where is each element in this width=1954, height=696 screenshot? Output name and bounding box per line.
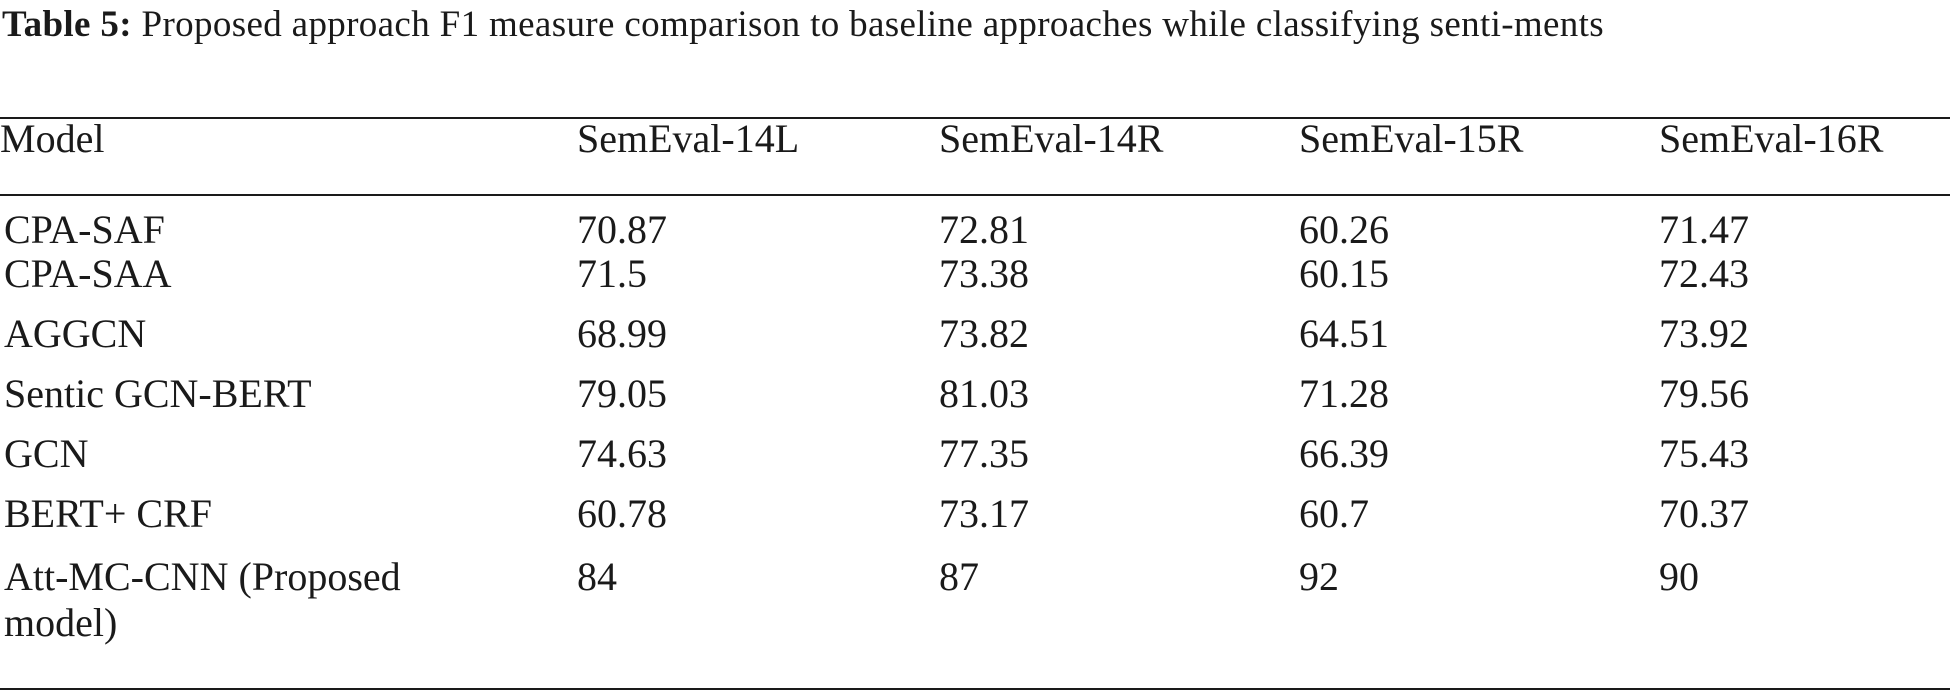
header-semeval-14r: SemEval-14R bbox=[939, 116, 1164, 161]
table-header-row: Model SemEval-14L SemEval-14R SemEval-15… bbox=[0, 119, 1950, 194]
model-name: AGGCN bbox=[4, 311, 147, 356]
score-semeval-14l: 71.5 bbox=[577, 251, 647, 296]
table-row: Sentic GCN-BERT 79.05 81.03 71.28 79.56 bbox=[0, 374, 1950, 434]
score-semeval-16r: 75.43 bbox=[1659, 431, 1749, 476]
header-semeval-16r: SemEval-16R bbox=[1659, 116, 1884, 161]
score-semeval-16r: 72.43 bbox=[1659, 251, 1749, 296]
score-semeval-16r: 90 bbox=[1659, 554, 1699, 599]
table-caption: Table 5: Proposed approach F1 measure co… bbox=[2, 2, 1947, 48]
score-semeval-16r: 70.37 bbox=[1659, 491, 1749, 536]
model-name: Att-MC-CNN (Proposed model) bbox=[4, 554, 401, 645]
table-row: GCN 74.63 77.35 66.39 75.43 bbox=[0, 434, 1950, 494]
score-semeval-15r: 71.28 bbox=[1299, 371, 1389, 416]
score-semeval-14r: 87 bbox=[939, 554, 979, 599]
score-semeval-14r: 72.81 bbox=[939, 207, 1029, 252]
score-semeval-14l: 60.78 bbox=[577, 491, 667, 536]
score-semeval-15r: 64.51 bbox=[1299, 311, 1389, 356]
model-name: GCN bbox=[4, 431, 89, 476]
score-semeval-14l: 79.05 bbox=[577, 371, 667, 416]
score-semeval-14r: 73.82 bbox=[939, 311, 1029, 356]
score-semeval-14l: 70.87 bbox=[577, 207, 667, 252]
results-table: Model SemEval-14L SemEval-14R SemEval-15… bbox=[0, 119, 1950, 680]
header-model: Model bbox=[0, 116, 105, 161]
table-row: AGGCN 68.99 73.82 64.51 73.92 bbox=[0, 314, 1950, 374]
score-semeval-15r: 60.7 bbox=[1299, 491, 1369, 536]
score-semeval-16r: 79.56 bbox=[1659, 371, 1749, 416]
score-semeval-14r: 73.38 bbox=[939, 251, 1029, 296]
caption-text: Proposed approach F1 measure comparison … bbox=[141, 4, 1605, 45]
table-bottom-rule bbox=[0, 688, 1950, 690]
score-semeval-15r: 60.26 bbox=[1299, 207, 1389, 252]
score-semeval-14r: 81.03 bbox=[939, 371, 1029, 416]
table-row-proposed: Att-MC-CNN (Proposed model) 84 87 92 90 bbox=[0, 554, 1950, 680]
score-semeval-15r: 66.39 bbox=[1299, 431, 1389, 476]
score-semeval-15r-best: 92 bbox=[1299, 554, 1339, 599]
table-top-rule bbox=[0, 117, 1950, 119]
table-header-rule bbox=[0, 194, 1950, 196]
score-semeval-14l: 84 bbox=[577, 554, 617, 599]
score-semeval-14r: 77.35 bbox=[939, 431, 1029, 476]
header-semeval-14l: SemEval-14L bbox=[577, 116, 800, 161]
model-name: CPA-SAF bbox=[4, 207, 165, 252]
score-semeval-14r: 73.17 bbox=[939, 491, 1029, 536]
table-row: BERT+ CRF 60.78 73.17 60.7 70.37 bbox=[0, 494, 1950, 554]
caption-label: Table 5: bbox=[2, 4, 132, 45]
table-row: CPA-SAA 71.5 73.38 60.15 72.43 bbox=[0, 254, 1950, 314]
header-semeval-15r: SemEval-15R bbox=[1299, 116, 1524, 161]
score-semeval-15r: 60.15 bbox=[1299, 251, 1389, 296]
score-semeval-16r: 71.47 bbox=[1659, 207, 1749, 252]
model-name: Sentic GCN-BERT bbox=[4, 371, 312, 416]
score-semeval-14l: 74.63 bbox=[577, 431, 667, 476]
model-name: CPA-SAA bbox=[4, 251, 172, 296]
model-name: BERT+ CRF bbox=[4, 491, 212, 536]
table-row: CPA-SAF 70.87 72.81 60.26 71.47 bbox=[0, 194, 1950, 254]
score-semeval-16r: 73.92 bbox=[1659, 311, 1749, 356]
score-semeval-14l: 68.99 bbox=[577, 311, 667, 356]
